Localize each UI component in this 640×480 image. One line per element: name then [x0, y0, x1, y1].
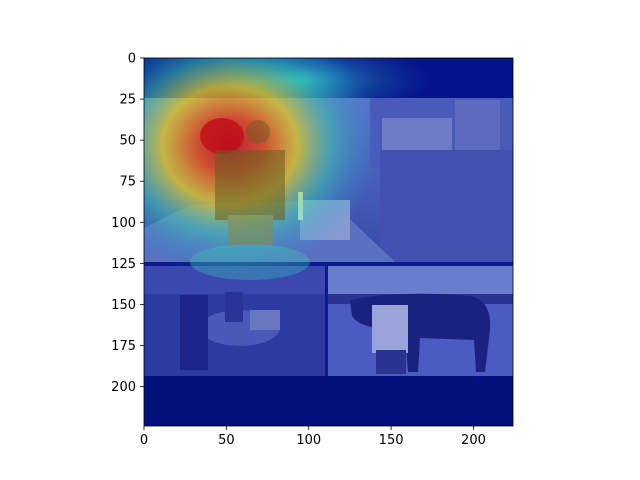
y-tick-label: 75 — [119, 175, 136, 190]
activation-secondary — [190, 244, 310, 280]
activation-peak — [200, 118, 244, 154]
y-tick-label: 125 — [111, 257, 136, 272]
y-tick-label: 0 — [128, 52, 136, 67]
x-tick-label: 50 — [218, 433, 235, 448]
y-tick-label: 200 — [111, 380, 136, 395]
y-tick-label: 150 — [111, 298, 136, 313]
y-tick-label: 25 — [119, 93, 136, 108]
y-tick-label: 100 — [111, 216, 136, 231]
x-tick-label: 100 — [296, 433, 321, 448]
x-tick-label: 150 — [379, 433, 404, 448]
x-tick-label: 200 — [461, 433, 486, 448]
bottom-left-panel — [144, 266, 325, 376]
bottom-right-panel — [328, 266, 513, 376]
y-tick-label: 50 — [119, 134, 136, 149]
plot-area — [80, 15, 513, 426]
x-tick-label: 0 — [140, 433, 148, 448]
y-tick-label: 175 — [111, 339, 136, 354]
x-axis: 0 50 100 150 200 — [140, 426, 486, 448]
bottom-band — [144, 376, 513, 426]
y-axis: 0 25 50 75 100 125 150 175 200 — [111, 52, 144, 396]
